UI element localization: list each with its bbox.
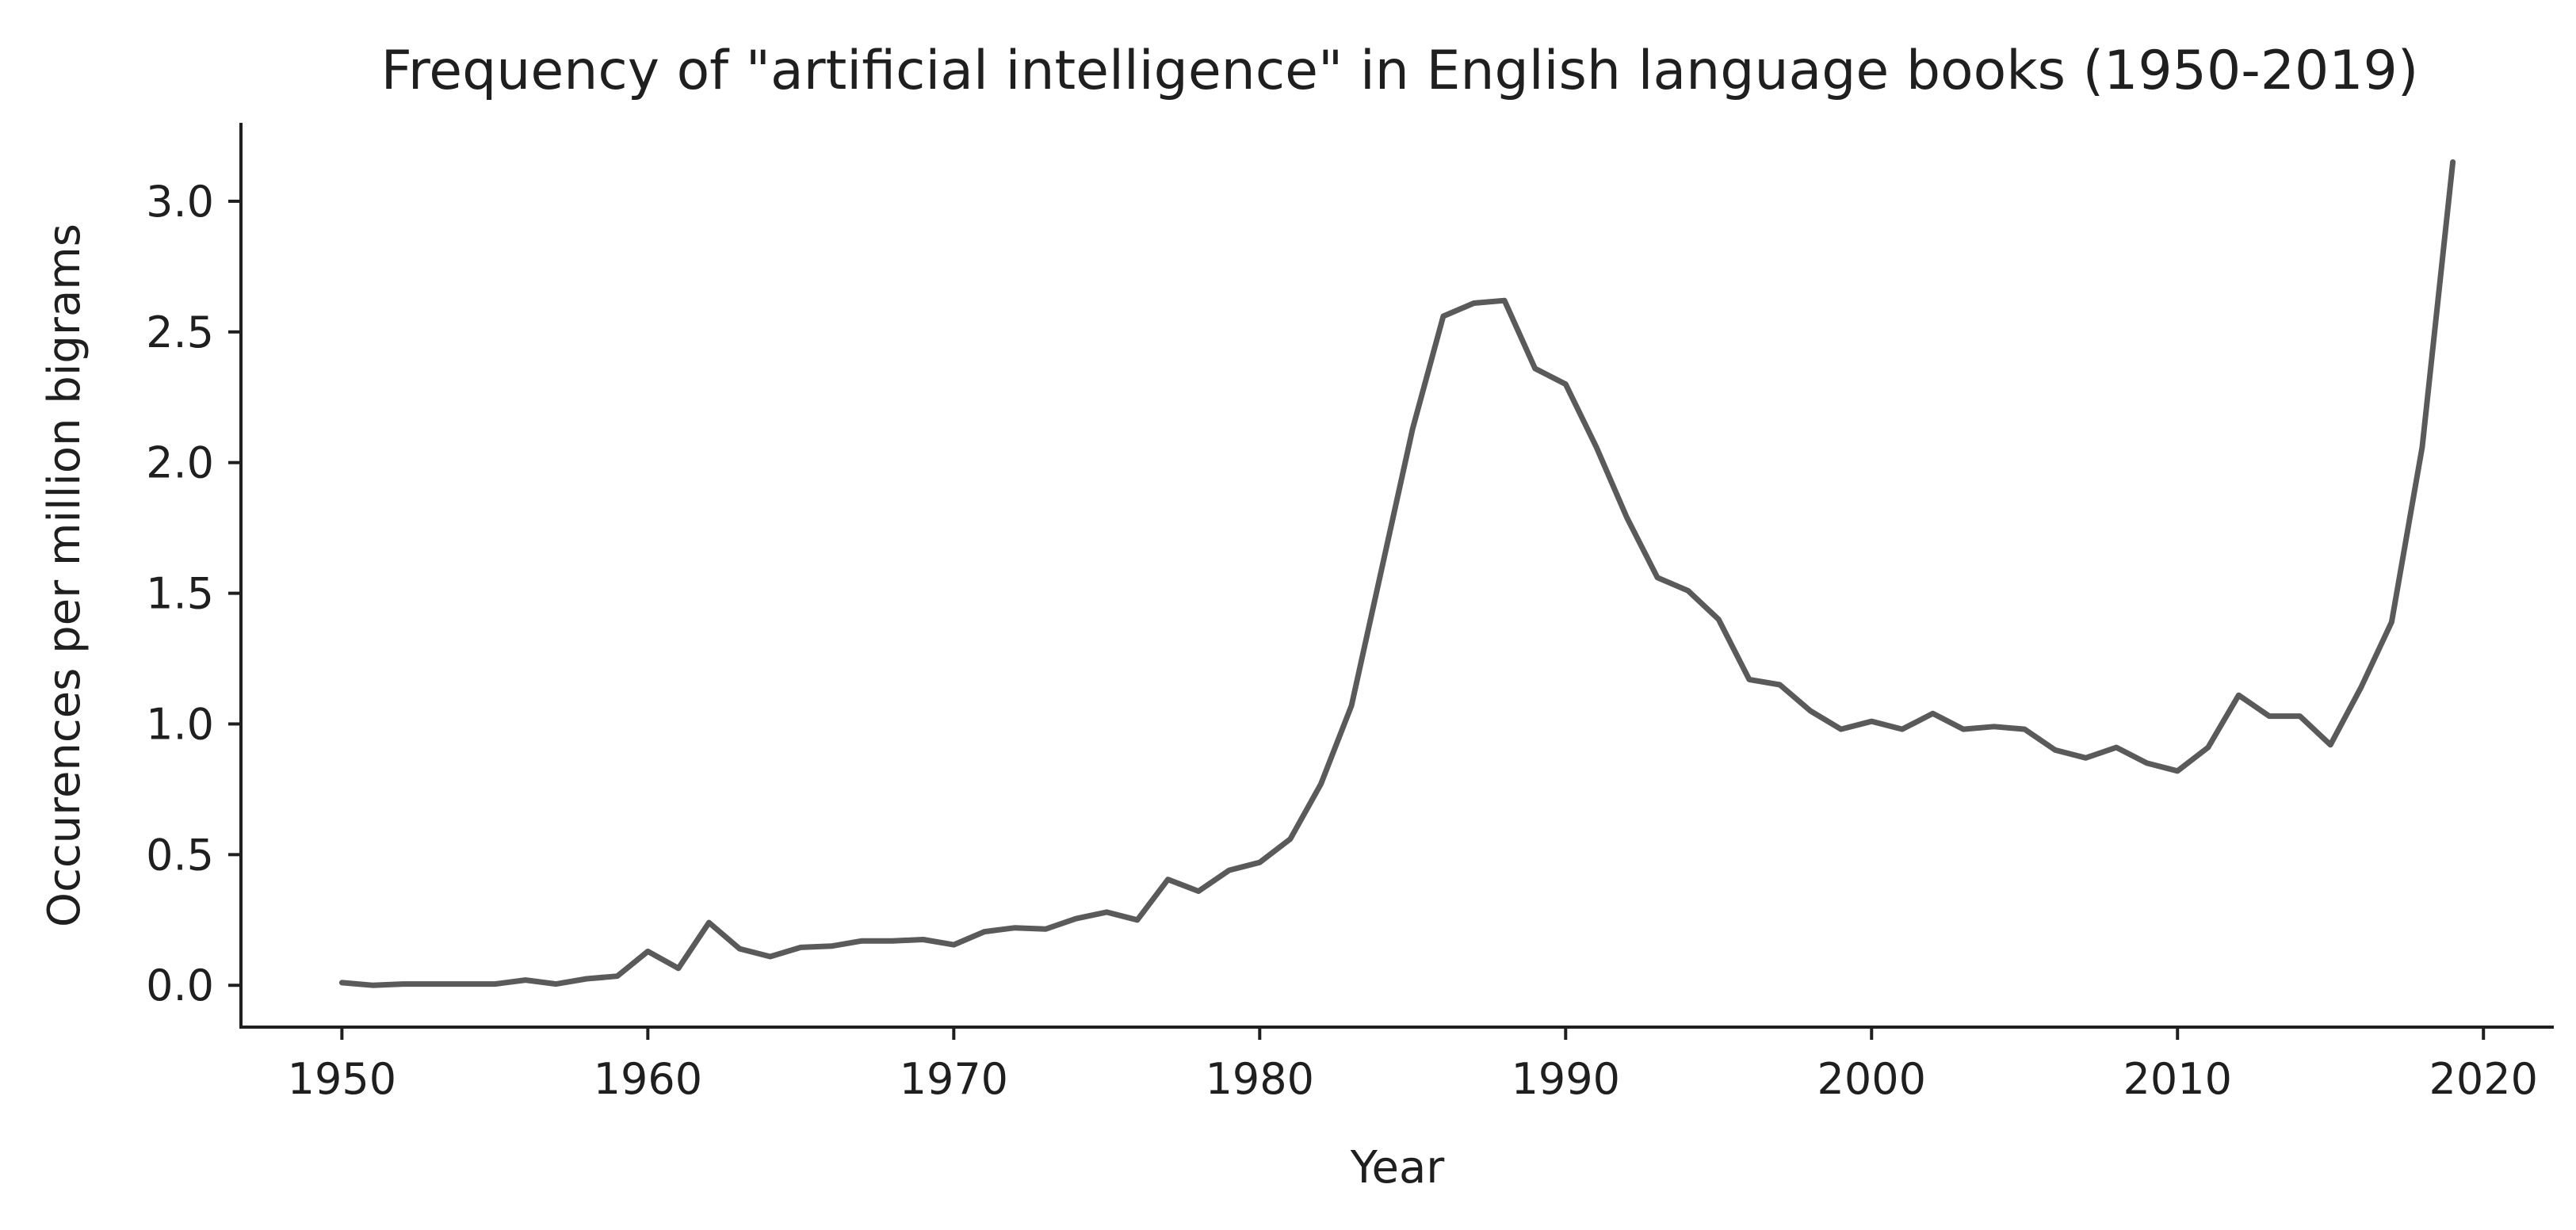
x-tick-label: 1990 (1512, 1054, 1620, 1104)
y-tick-label: 0.0 (146, 961, 214, 1010)
y-tick-label: 2.0 (146, 438, 214, 488)
y-tick-label: 2.5 (146, 308, 214, 357)
series-line (338, 159, 2456, 988)
x-tick-label: 1950 (288, 1054, 396, 1104)
x-tick-label: 1960 (594, 1054, 702, 1104)
x-axis-ticks: 1950 1960 1970 1980 1990 2000 2010 2020 (288, 1027, 2538, 1104)
y-tick-label: 1.0 (146, 699, 214, 749)
chart-title: Frequency of "artificial intelligence" i… (381, 40, 2419, 102)
y-tick-label: 1.5 (146, 569, 214, 619)
y-tick-label: 0.5 (146, 830, 214, 880)
x-tick-label: 2020 (2429, 1054, 2538, 1104)
x-tick-label: 1970 (900, 1054, 1008, 1104)
y-axis-ticks: 0.0 0.5 1.0 1.5 2.0 2.5 3.0 (146, 177, 241, 1010)
y-axis-label: Occurences per million bigrams (39, 223, 90, 927)
x-axis-label: Year (1350, 1142, 1446, 1194)
x-tick-label: 2010 (2123, 1054, 2232, 1104)
x-tick-label: 2000 (1817, 1054, 1926, 1104)
y-tick-label: 3.0 (146, 177, 214, 227)
x-tick-label: 1980 (1206, 1054, 1314, 1104)
